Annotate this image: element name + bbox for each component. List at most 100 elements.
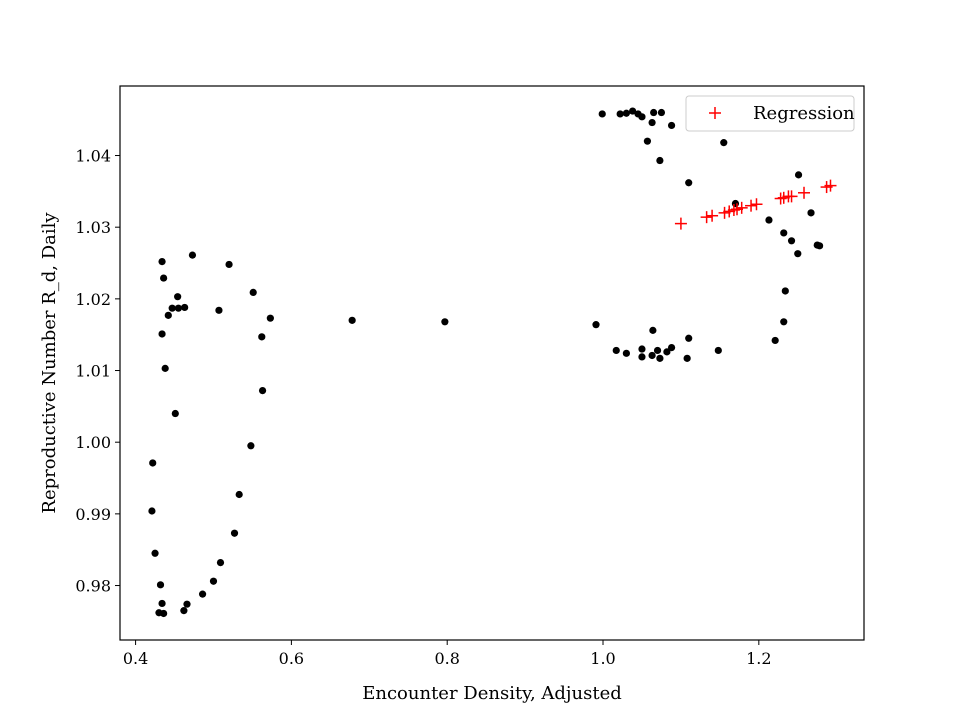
data-point xyxy=(230,529,239,537)
regression-series xyxy=(674,179,837,230)
data-point xyxy=(592,321,600,329)
data-point xyxy=(209,577,218,585)
data-point xyxy=(656,156,664,165)
data-point xyxy=(183,600,191,608)
data-point xyxy=(667,121,676,130)
data-point xyxy=(648,118,656,127)
data-point xyxy=(612,346,620,355)
data-point xyxy=(216,558,225,567)
data-point xyxy=(771,336,779,345)
data-point xyxy=(794,171,803,179)
regression-point xyxy=(824,179,837,192)
data-point xyxy=(348,316,356,324)
y-tick-label: 1.01 xyxy=(75,362,111,381)
data-point xyxy=(247,442,255,450)
legend: Regression xyxy=(685,95,855,132)
y-tick-label: 1.02 xyxy=(75,290,111,309)
y-tick-label: 1.00 xyxy=(75,433,111,452)
data-point xyxy=(158,330,166,338)
data-point xyxy=(160,609,168,618)
data-point xyxy=(171,409,179,418)
data-point xyxy=(720,139,728,147)
x-axis-ticks: 0.4 0.6 0.8 1.0 1.2 xyxy=(123,640,772,668)
data-point xyxy=(622,349,630,357)
data-point xyxy=(161,364,169,372)
data-point xyxy=(638,353,646,361)
data-point xyxy=(643,137,652,145)
y-tick-label: 0.99 xyxy=(75,505,111,524)
data-point xyxy=(181,303,189,312)
data-point xyxy=(151,549,159,557)
data-point xyxy=(685,179,693,187)
data-point xyxy=(780,229,788,237)
data-point xyxy=(656,354,664,362)
x-tick-label: 1.2 xyxy=(746,649,771,668)
data-point xyxy=(188,251,197,259)
data-point xyxy=(714,346,722,355)
data-point xyxy=(258,333,266,341)
data-point xyxy=(160,274,168,282)
regression-point xyxy=(700,211,713,224)
data-point xyxy=(235,490,243,499)
data-point xyxy=(683,354,691,362)
data-point xyxy=(148,507,156,515)
observed-series xyxy=(148,107,824,618)
data-point xyxy=(648,351,656,360)
data-point xyxy=(667,343,676,352)
regression-point xyxy=(798,186,811,199)
x-tick-label: 1.0 xyxy=(590,649,615,668)
data-point xyxy=(215,306,223,314)
data-point xyxy=(249,288,257,297)
data-point xyxy=(765,216,773,224)
data-point xyxy=(781,287,789,295)
data-point xyxy=(638,113,646,121)
data-point xyxy=(266,314,274,322)
data-point xyxy=(156,581,165,589)
regression-point xyxy=(706,209,719,222)
legend-marker-regression xyxy=(709,107,721,119)
data-point xyxy=(685,334,693,342)
data-point xyxy=(225,260,233,269)
data-point xyxy=(629,107,637,115)
data-point xyxy=(663,348,671,356)
data-point xyxy=(174,304,183,312)
regression-point xyxy=(735,201,748,214)
data-point xyxy=(794,250,802,258)
y-axis-ticks: 0.98 0.99 1.00 1.01 1.02 1.03 1.04 xyxy=(75,147,120,596)
data-point xyxy=(441,318,449,326)
data-point xyxy=(653,346,662,355)
legend-box xyxy=(685,95,855,132)
y-tick-label: 1.04 xyxy=(75,147,111,166)
data-point xyxy=(650,108,658,117)
data-point xyxy=(158,599,166,608)
data-point xyxy=(649,326,657,334)
data-point xyxy=(780,318,788,326)
data-point xyxy=(807,209,815,217)
regression-point xyxy=(750,198,763,211)
x-tick-label: 0.6 xyxy=(279,649,304,668)
data-point xyxy=(258,386,267,395)
y-axis-label: Reproductive Number R_d, Daily xyxy=(39,212,60,514)
regression-point xyxy=(745,199,758,212)
y-tick-label: 0.98 xyxy=(75,577,111,596)
data-point xyxy=(622,109,630,117)
data-point xyxy=(731,199,740,208)
regression-point xyxy=(785,190,798,203)
x-axis-label: Encounter Density, Adjusted xyxy=(362,683,622,704)
data-point xyxy=(158,257,166,266)
plot-area xyxy=(148,107,837,618)
data-point xyxy=(168,304,176,312)
data-point xyxy=(657,108,666,117)
x-tick-label: 0.8 xyxy=(434,649,459,668)
data-point xyxy=(815,242,824,250)
data-point xyxy=(787,237,796,245)
data-point xyxy=(164,311,172,319)
data-point xyxy=(638,345,646,353)
x-tick-label: 0.4 xyxy=(123,649,148,668)
data-point xyxy=(180,607,188,615)
axes-frame xyxy=(119,85,865,641)
data-point xyxy=(598,110,606,118)
data-point xyxy=(149,459,157,467)
y-tick-label: 1.03 xyxy=(75,218,111,237)
